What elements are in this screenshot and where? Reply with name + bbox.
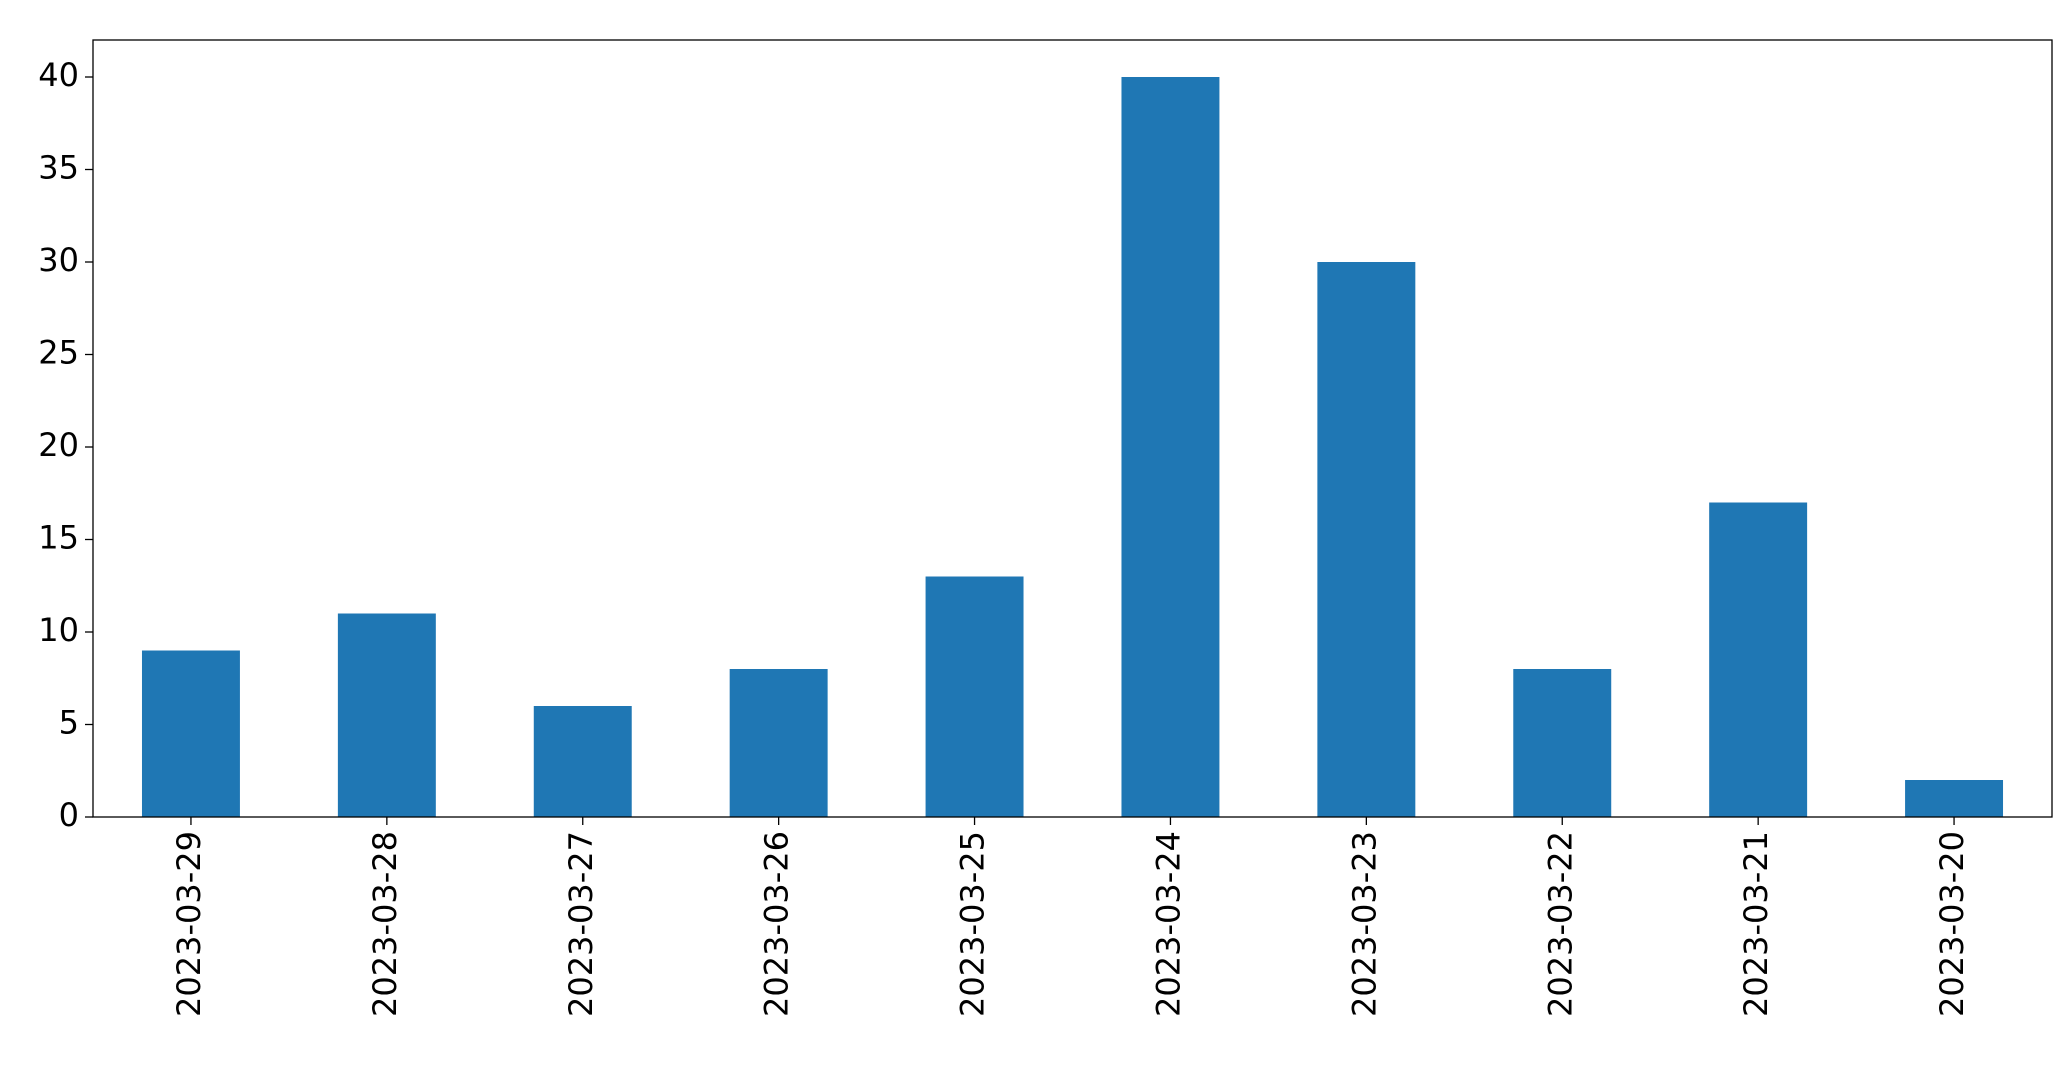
y-tick-label: 30: [38, 241, 79, 279]
bar: [1121, 77, 1220, 817]
y-tick-label: 10: [38, 611, 79, 649]
y-tick-label: 0: [59, 796, 79, 834]
x-tick-label: 2023-03-22: [1541, 831, 1579, 1017]
bar: [1513, 669, 1612, 817]
y-tick-label: 5: [59, 704, 79, 742]
y-tick-label: 15: [38, 519, 79, 557]
y-tick-label: 40: [38, 56, 79, 94]
bar: [533, 706, 632, 817]
y-tick-label: 25: [38, 334, 79, 372]
x-tick-label: 2023-03-20: [1933, 831, 1971, 1017]
bar: [337, 613, 436, 817]
plot-frame: [92, 39, 2053, 818]
bar: [925, 576, 1024, 817]
x-tick-label: 2023-03-29: [170, 831, 208, 1017]
x-tick-label: 2023-03-27: [562, 831, 600, 1017]
y-tick-label: 35: [38, 149, 79, 187]
bar: [729, 669, 828, 817]
bar: [141, 650, 240, 817]
x-tick-label: 2023-03-26: [758, 831, 796, 1017]
bar: [1905, 780, 2004, 817]
x-tick-label: 2023-03-25: [954, 831, 992, 1017]
x-tick-label: 2023-03-28: [366, 831, 404, 1017]
bar: [1709, 502, 1808, 817]
y-tick-label: 20: [38, 426, 79, 464]
x-tick-label: 2023-03-24: [1149, 831, 1187, 1017]
bar: [1317, 262, 1416, 817]
x-tick-label: 2023-03-23: [1345, 831, 1383, 1017]
x-tick-label: 2023-03-21: [1737, 831, 1775, 1017]
